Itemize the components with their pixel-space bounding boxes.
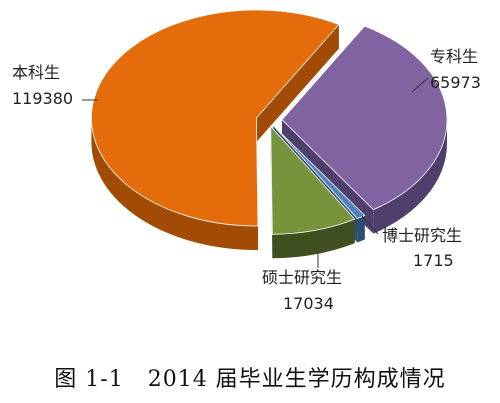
slice-rim-shuoshi-0	[272, 219, 355, 259]
value-shuoshi: 17034	[283, 294, 334, 313]
slice-rim-zhuanke-0	[373, 119, 447, 234]
value-zhuanke: 65973	[430, 73, 481, 92]
leader-line-zhuanke	[411, 77, 429, 93]
pie-tops	[91, 9, 448, 235]
value-boshi: 1715	[413, 251, 454, 270]
value-benke: 119380	[12, 89, 73, 108]
slice-boshi	[273, 125, 366, 219]
figure-caption: 图 1-1 2014 届毕业生学历构成情况	[54, 367, 445, 392]
slice-zhuanke	[281, 25, 448, 211]
label-shuoshi: 硕士研究生	[262, 268, 342, 287]
slice-rim-benke-0	[91, 118, 259, 251]
slice-wall-benke-1	[256, 24, 339, 143]
slice-shuoshi	[270, 125, 356, 235]
label-benke: 本科生	[12, 63, 60, 82]
slice-benke	[91, 9, 340, 227]
label-zhuanke: 专科生	[430, 47, 478, 66]
leader-line-boshi	[361, 215, 379, 235]
leader-lines	[82, 77, 429, 268]
label-boshi: 博士研究生	[382, 226, 462, 245]
slice-rim-boshi-0	[357, 215, 365, 243]
